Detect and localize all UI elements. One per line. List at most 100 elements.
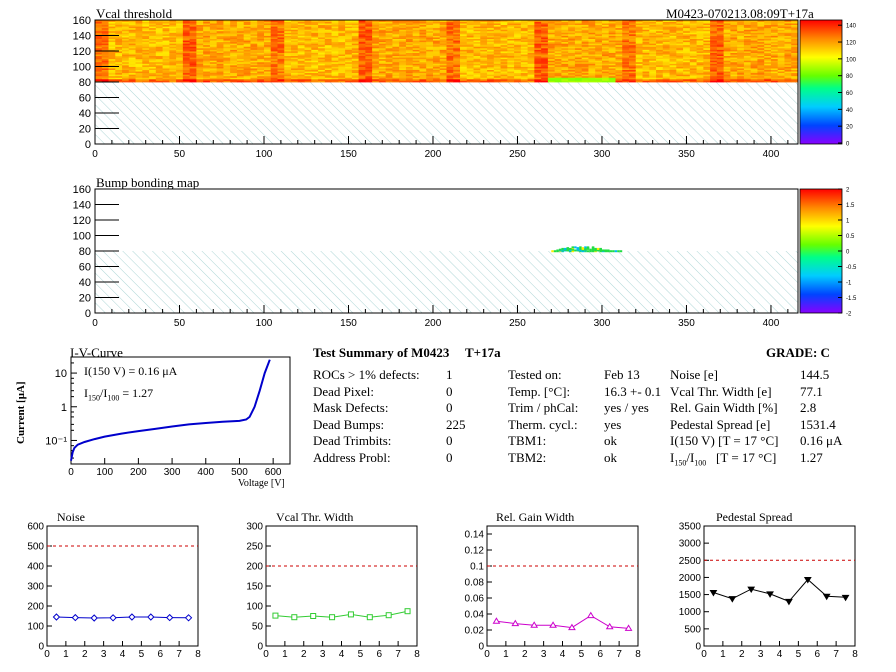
heatmap-cell bbox=[487, 40, 495, 43]
heatmap-cell bbox=[304, 37, 312, 39]
heatmap-cell bbox=[182, 66, 191, 69]
heatmap-cell bbox=[345, 43, 353, 46]
heatmap-cell bbox=[284, 27, 292, 30]
heatmap-cell bbox=[547, 72, 556, 75]
heatmap-cell bbox=[642, 68, 650, 70]
heatmap-cell bbox=[730, 21, 738, 24]
heatmap-cell bbox=[176, 44, 184, 47]
heatmap-cell bbox=[507, 80, 515, 83]
heatmap-cell bbox=[608, 77, 616, 80]
heatmap-cell bbox=[649, 68, 657, 70]
heatmap-cell bbox=[622, 54, 630, 57]
heatmap-cell bbox=[365, 74, 373, 77]
heatmap-cell bbox=[683, 63, 691, 66]
heatmap-cell bbox=[365, 47, 373, 50]
heatmap-cell bbox=[412, 71, 420, 74]
trend-x-tick-label: 1 bbox=[282, 649, 288, 660]
heatmap-cell bbox=[155, 26, 163, 29]
heatmap-cell bbox=[176, 46, 184, 49]
heatmap-cell bbox=[730, 63, 738, 66]
heatmap-cell bbox=[297, 46, 305, 49]
heatmap-cell bbox=[568, 78, 576, 81]
heatmap-cell bbox=[629, 52, 637, 55]
heatmap-cell bbox=[122, 57, 130, 60]
heatmap-cell bbox=[743, 32, 752, 35]
heatmap-cell bbox=[446, 44, 454, 47]
heatmap-cell bbox=[162, 29, 170, 32]
heatmap-cell bbox=[216, 63, 224, 66]
heatmap-cell bbox=[514, 30, 522, 33]
trend-x-tick-label: 0 bbox=[263, 649, 269, 660]
heatmap-cell bbox=[493, 21, 501, 24]
heatmap-cell bbox=[318, 64, 326, 67]
heatmap-cell bbox=[439, 63, 447, 66]
z-tick-label: 80 bbox=[846, 74, 853, 80]
heatmap-cell bbox=[189, 61, 197, 64]
heatmap-cell bbox=[203, 71, 211, 74]
heatmap-cell bbox=[372, 78, 380, 81]
heatmap-cell bbox=[439, 47, 447, 50]
heatmap-cell bbox=[791, 61, 799, 64]
heatmap-cell bbox=[243, 51, 251, 53]
heatmap-cell bbox=[527, 43, 535, 46]
heatmap-cell bbox=[149, 32, 157, 35]
trend-y-tick-label: 0 bbox=[695, 642, 701, 653]
heatmap-cell bbox=[399, 46, 407, 49]
heatmap-cell bbox=[649, 44, 657, 47]
heatmap-cell bbox=[196, 40, 204, 43]
heatmap-cell bbox=[473, 72, 481, 75]
heatmap-cell bbox=[710, 32, 718, 35]
heatmap-cell bbox=[95, 49, 103, 52]
heatmap-cell bbox=[291, 57, 299, 60]
noise-title: Noise bbox=[57, 510, 85, 524]
module-id-label: M0423-070213.08:09T+17a bbox=[666, 6, 814, 21]
heatmap-cell bbox=[520, 37, 529, 39]
heatmap-cell bbox=[162, 54, 170, 57]
heatmap-cell bbox=[216, 54, 224, 57]
heatmap-cell bbox=[676, 26, 684, 29]
heatmap-cell bbox=[216, 26, 224, 29]
heatmap-cell bbox=[378, 80, 387, 83]
summary-label: I150/I100 [T = 17 °C] bbox=[670, 450, 776, 471]
heatmap-cell bbox=[547, 51, 556, 53]
heatmap-cell bbox=[372, 55, 380, 58]
heatmap-cell bbox=[514, 23, 522, 26]
heatmap-cell bbox=[446, 74, 454, 77]
heatmap-cell bbox=[392, 60, 400, 63]
heatmap-cell bbox=[135, 30, 143, 33]
summary-label: Dead Trimbits: bbox=[313, 433, 392, 448]
heatmap-cell bbox=[520, 61, 529, 64]
heatmap-cell bbox=[128, 43, 136, 46]
heatmap-cell bbox=[466, 61, 474, 64]
heatmap-cell bbox=[122, 23, 130, 26]
heatmap-cell bbox=[101, 49, 109, 52]
heatmap-cell bbox=[601, 46, 610, 49]
heatmap-cell bbox=[642, 40, 650, 43]
heatmap-cell bbox=[696, 80, 704, 83]
heatmap-cell bbox=[223, 61, 231, 64]
heatmap-cell bbox=[318, 55, 326, 58]
heatmap-cell bbox=[169, 78, 177, 81]
heatmap-cell bbox=[453, 69, 461, 72]
heatmap-cell bbox=[507, 61, 515, 64]
heatmap-cell bbox=[466, 78, 474, 81]
heatmap-cell bbox=[324, 24, 332, 27]
heatmap-cell bbox=[101, 77, 109, 80]
heatmap-cell bbox=[338, 49, 346, 52]
heatmap-cell bbox=[487, 61, 495, 64]
heatmap-cell bbox=[703, 29, 711, 32]
heatmap-cell bbox=[196, 30, 204, 33]
heatmap-cell bbox=[757, 69, 765, 72]
heatmap-cell bbox=[385, 66, 393, 69]
heatmap-cell bbox=[142, 72, 150, 75]
heatmap-cell bbox=[432, 68, 441, 70]
heatmap-cell bbox=[460, 43, 468, 46]
heatmap-cell bbox=[270, 23, 278, 26]
heatmap-cell bbox=[419, 72, 427, 75]
heatmap-cell bbox=[703, 69, 711, 72]
heatmap-cell bbox=[297, 75, 305, 78]
heatmap-cell bbox=[534, 27, 542, 30]
heatmap-cell bbox=[351, 61, 360, 64]
heatmap-cell bbox=[696, 24, 704, 27]
heatmap-cell bbox=[723, 60, 731, 63]
